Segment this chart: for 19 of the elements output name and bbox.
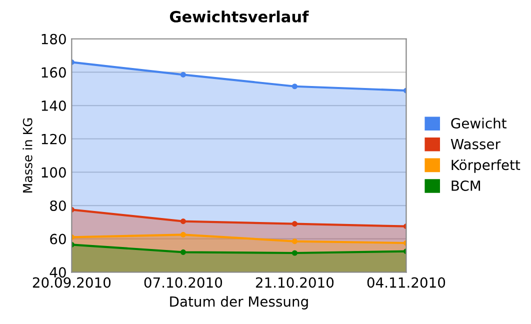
y-tick-label: 120 xyxy=(42,134,66,144)
legend-label: Gewicht xyxy=(451,118,506,129)
y-tick-label: 180 xyxy=(42,34,66,44)
y-tick-label: 140 xyxy=(42,100,66,112)
legend-label: Körperfett xyxy=(452,159,520,173)
x-tick-label: 20.09.2010 xyxy=(32,277,111,288)
y-tick-label: 160 xyxy=(42,67,66,78)
x-tick-label: 07.10.2010 xyxy=(144,277,222,288)
y-axis-title: Masse in KG xyxy=(22,118,32,192)
y-tick-label: 40 xyxy=(50,267,66,278)
legend-label: Wasser xyxy=(450,139,500,150)
chart-title: Gewichtsverlauf xyxy=(170,10,309,22)
x-tick-label: 04.11.2010 xyxy=(367,277,446,288)
y-tick-label: 80 xyxy=(50,200,66,211)
x-axis-title: Datum der Messung xyxy=(170,296,308,310)
x-tick-label: 21.10.2010 xyxy=(256,277,334,288)
y-tick-label: 100 xyxy=(42,167,66,178)
legend-label: BCM xyxy=(452,180,480,191)
y-tick-label: 60 xyxy=(50,234,66,244)
